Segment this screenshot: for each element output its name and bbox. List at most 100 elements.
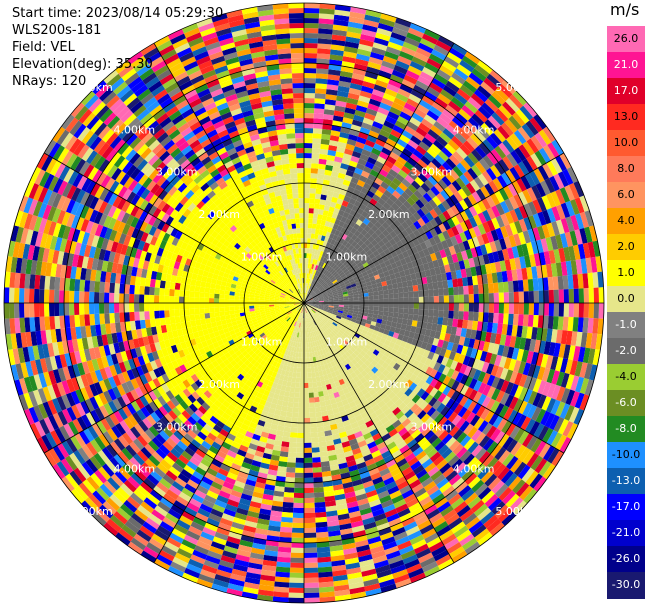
range-gate [321,251,327,258]
range-gate [338,209,345,217]
range-gate [398,292,404,299]
range-gate [304,537,317,543]
range-gate [562,169,574,186]
range-gate [486,273,493,284]
range-gate [356,196,364,204]
range-gate [338,296,344,300]
range-gate [423,303,429,310]
range-gate [418,122,431,134]
range-gate [495,227,504,240]
range-gate [522,230,531,244]
range-gate [583,303,589,318]
range-gate [377,185,387,194]
range-gate [509,166,521,181]
range-gate [334,229,341,237]
range-gate [300,372,304,378]
range-gate [587,317,594,334]
range-gate [367,313,374,318]
range-gate [313,304,319,306]
range-gate [385,173,396,182]
range-gate [369,169,379,178]
range-gate [373,84,387,93]
range-gate [422,262,430,271]
range-gate [452,278,459,288]
range-gate [517,191,528,206]
range-gate [563,344,571,360]
range-gate [381,164,392,174]
range-gate [393,219,402,228]
range-gate [506,136,519,151]
range-gate [540,180,551,196]
range-gate [341,286,347,291]
range-gate [318,266,323,272]
range-gate [486,167,497,181]
range-gate [419,241,428,251]
range-gate [307,295,312,300]
range-gate [306,258,309,264]
range-gate [307,283,311,289]
range-gate [320,288,325,293]
range-gate [428,303,434,310]
range-gate [392,312,399,318]
range-gate [304,293,306,299]
range-gate [459,84,474,98]
range-gate [426,275,433,284]
range-gate [321,291,327,295]
range-gate [375,138,386,148]
range-gate [458,311,464,320]
range-gate [572,346,581,362]
range-gate [320,261,325,268]
range-gate [517,231,527,245]
range-gate [318,260,323,267]
range-gate [309,273,312,279]
range-gate [313,304,319,307]
range-gate [365,214,374,222]
range-gate [310,178,318,184]
range-gate [331,256,337,263]
range-gate [327,237,333,244]
range-gate [329,201,337,208]
range-gate [364,277,371,283]
range-gate [420,205,430,215]
range-gate [304,188,311,194]
range-gate [367,228,375,236]
range-gate [426,322,433,331]
range-gate [394,120,407,130]
range-gate [546,208,557,223]
range-gate [307,273,311,279]
range-gate [478,284,484,294]
range-gate [540,238,549,253]
range-gate [309,193,316,199]
range-gate [516,325,523,338]
range-gate [321,214,328,221]
range-gate [467,152,479,165]
range-gate [319,250,324,257]
range-gate [307,372,312,378]
range-gate [308,253,312,259]
range-gate [316,546,331,553]
range-gate [381,281,388,287]
range-gate [583,288,589,303]
range-gate [296,447,304,453]
range-gate [379,65,394,75]
range-gate [449,194,460,205]
range-gate [373,299,379,303]
range-gate [471,164,482,177]
range-gate [336,177,345,185]
range-gate [355,162,366,171]
range-gate [504,259,512,271]
range-gate [438,223,447,233]
range-gate [322,241,328,247]
range-gate [584,226,593,243]
range-gate [361,271,368,277]
range-gate [307,288,310,294]
range-gate [432,281,439,290]
range-gate [379,205,388,214]
range-gate [393,255,400,263]
range-gate [308,303,314,305]
range-gate [339,131,350,139]
range-gate [324,285,330,290]
range-gate [473,129,487,143]
range-gate [311,274,315,280]
range-gate [400,323,407,331]
